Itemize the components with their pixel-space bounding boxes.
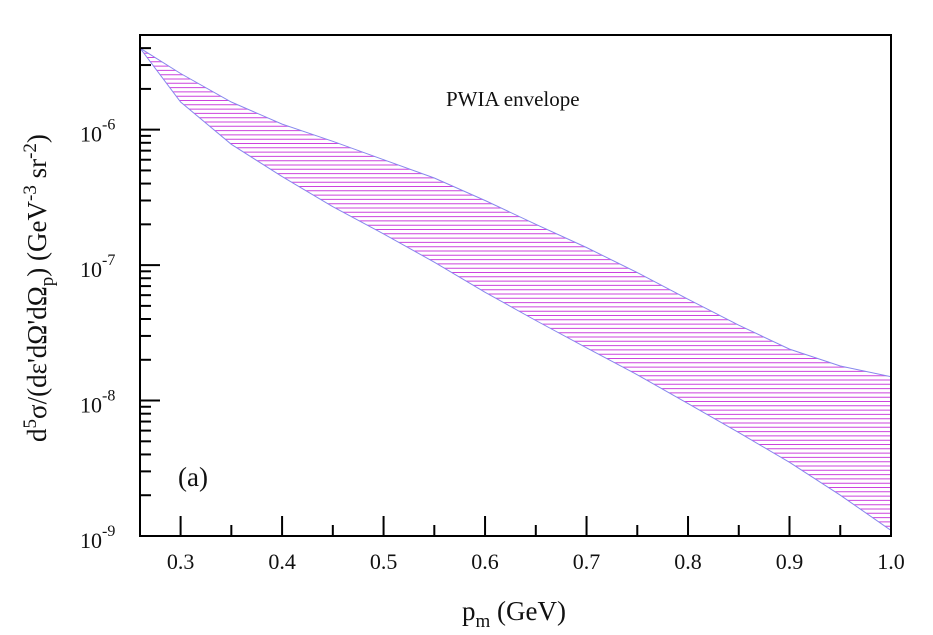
y-axis-title: d5σ/(dε'dΩ'dΩp) (GeV-3 sr-2)	[20, 134, 58, 442]
x-tick-label: 0.6	[471, 549, 499, 574]
y-tick-label: 10-6	[80, 117, 115, 147]
x-axis-title: pm (GeV)	[462, 596, 566, 632]
y-tick-label: 10-9	[80, 523, 115, 553]
y-tick-label: 10-8	[80, 388, 115, 418]
x-tick-label: 0.5	[370, 549, 398, 574]
annotation-pwia-envelope: PWIA envelope	[446, 87, 580, 111]
y-tick-label: 10-7	[80, 252, 115, 282]
x-tick-label: 0.4	[268, 549, 296, 574]
x-tick-label: 0.7	[573, 549, 601, 574]
x-axis-title-main: p	[462, 596, 476, 626]
envelope-upper-edge	[140, 47, 891, 378]
x-axis-title-sub: m	[476, 611, 491, 632]
axis-tick-labels: 0.3 0.4 0.5 0.6 0.7 0.8 0.9 1.0 10-9 10-8 10-7 10-6	[80, 117, 905, 574]
x-tick-label: 0.8	[674, 549, 702, 574]
x-axis-title-unit: (GeV)	[490, 596, 566, 626]
axis-ticks	[140, 34, 892, 537]
panel-label: (a)	[178, 462, 208, 492]
x-tick-label: 0.9	[776, 549, 804, 574]
x-tick-label: 1.0	[877, 549, 905, 574]
envelope-lower-edge	[140, 47, 891, 531]
x-tick-label: 0.3	[167, 549, 195, 574]
